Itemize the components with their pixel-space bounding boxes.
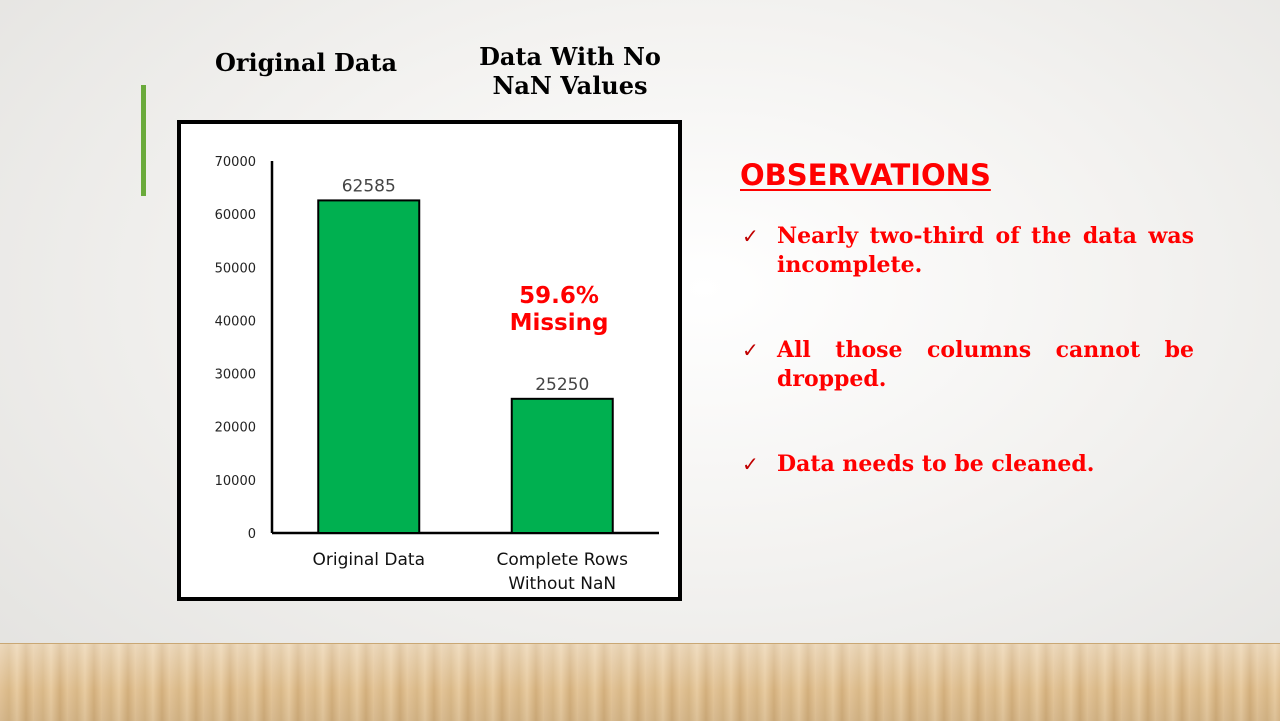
y-tick-label: 40000 [215,314,256,329]
y-tick-label: 10000 [215,474,256,489]
y-tick-label: 30000 [215,368,256,383]
header-no-nan-line2: NaN Values [492,71,648,100]
y-tick-label: 20000 [215,421,256,436]
checkmark-icon: ✓ [742,224,759,248]
missing-word-label: Missing [510,310,609,336]
header-no-nan-line1: Data With No [479,42,661,71]
bar-data-label: 25250 [535,375,589,395]
wooden-floor-decoration [0,643,1280,721]
observation-item: ✓ Data needs to be cleaned. [742,450,1194,479]
y-tick-label: 60000 [215,208,256,223]
header-original-data-text: Original Data [214,48,398,77]
header-original-data: Original Data [200,48,412,77]
header-no-nan: Data With No NaN Values [460,42,680,100]
y-tick-label: 0 [248,527,256,542]
x-category-label: Original Data [312,550,425,570]
missing-percent-label: 59.6% [519,283,599,309]
y-tick-label: 70000 [215,155,256,170]
y-tick-label: 50000 [215,261,256,276]
observations-list: ✓ Nearly two-third of the data was incom… [742,222,1194,479]
x-category-label: Complete Rows [496,550,628,570]
bar [510,397,614,535]
checkmark-icon: ✓ [742,338,759,362]
x-category-label: Without NaN [508,574,616,594]
bar-data-label: 62585 [342,176,396,196]
observation-text: Nearly two-third of the data was incompl… [777,223,1194,278]
observations-title: OBSERVATIONS [740,158,991,192]
observation-text: Data needs to be cleaned. [777,451,1095,477]
observation-item: ✓ Nearly two-third of the data was incom… [742,222,1194,280]
accent-line [141,85,146,196]
observation-item: ✓ All those columns cannot be dropped. [742,336,1194,394]
bar-chart: 0 10000 20000 30000 40000 50000 60000 70000 625… [177,120,682,601]
observation-text: All those columns cannot be dropped. [777,337,1194,392]
bar [317,199,421,534]
bar-chart-svg: 0 10000 20000 30000 40000 50000 60000 70000 625… [215,155,659,594]
checkmark-icon: ✓ [742,452,759,476]
